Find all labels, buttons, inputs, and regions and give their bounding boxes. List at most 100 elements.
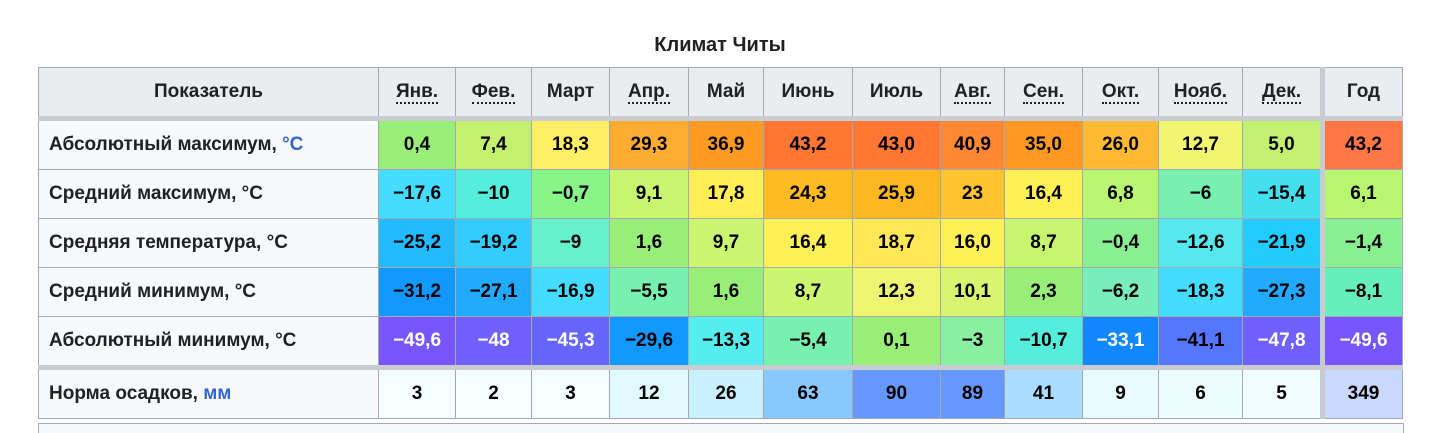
- value-cell: 8,7: [1004, 218, 1083, 268]
- value-cell: 9,7: [688, 218, 764, 268]
- value-cell: 17,8: [688, 169, 764, 219]
- value-cell: −45,3: [531, 316, 610, 368]
- month-abbr[interactable]: Фев.: [471, 81, 516, 104]
- value-cell: 6,8: [1082, 169, 1159, 219]
- value-cell: 35,0: [1004, 116, 1083, 170]
- value-cell: 16,4: [763, 218, 853, 268]
- value-cell: 1,6: [609, 218, 689, 268]
- value-cell: −3: [940, 316, 1005, 368]
- value-cell: 90: [852, 365, 941, 419]
- value-cell: 63: [763, 365, 853, 419]
- value-cell: 23: [940, 169, 1005, 219]
- row-label-text: Средний минимум, °C: [49, 281, 257, 302]
- row-label-text: Абсолютный минимум, °C: [49, 330, 297, 351]
- value-cell: 0,1: [852, 316, 941, 368]
- value-cell: −25,2: [378, 218, 456, 268]
- value-cell: 7,4: [455, 116, 532, 170]
- value-cell: 10,1: [940, 267, 1005, 317]
- value-cell: −9: [531, 218, 610, 268]
- row-label-text: Норма осадков,: [49, 383, 204, 404]
- header-cell: Май: [688, 67, 764, 119]
- value-cell: −33,1: [1082, 316, 1159, 368]
- row-label: Норма осадков, мм: [38, 365, 379, 419]
- value-cell: 26: [688, 365, 764, 419]
- value-cell: −48: [455, 316, 532, 368]
- value-cell: 3: [531, 365, 610, 419]
- value-cell: 12,7: [1158, 116, 1243, 170]
- value-cell: −5,5: [609, 267, 689, 317]
- value-cell: 43,2: [1320, 116, 1403, 170]
- value-cell: −27,1: [455, 267, 532, 317]
- row-label-text: Абсолютный максимум,: [49, 134, 283, 155]
- month-abbr[interactable]: Дек.: [1261, 81, 1302, 104]
- value-cell: −16,9: [531, 267, 610, 317]
- header-cell: Окт.: [1082, 67, 1159, 119]
- value-cell: 12,3: [852, 267, 941, 317]
- table-footer: [38, 423, 1404, 433]
- header-cell: Июнь: [763, 67, 853, 119]
- unit-link[interactable]: мм: [203, 383, 232, 404]
- value-cell: 29,3: [609, 116, 689, 170]
- value-cell: 16,0: [940, 218, 1005, 268]
- header-cell: Авг.: [940, 67, 1005, 119]
- value-cell: 26,0: [1082, 116, 1159, 170]
- value-cell: 349: [1320, 365, 1403, 419]
- header-cell: Апр.: [609, 67, 689, 119]
- month-abbr[interactable]: Сен.: [1022, 81, 1065, 104]
- value-cell: −27,3: [1242, 267, 1323, 317]
- value-cell: 24,3: [763, 169, 853, 219]
- value-cell: 40,9: [940, 116, 1005, 170]
- value-cell: 43,2: [763, 116, 853, 170]
- value-cell: −10: [455, 169, 532, 219]
- value-cell: 5: [1242, 365, 1323, 419]
- month-abbr[interactable]: Авг.: [954, 81, 991, 104]
- value-cell: −12,6: [1158, 218, 1243, 268]
- value-cell: 3: [378, 365, 456, 419]
- month-abbr[interactable]: Нояб.: [1173, 81, 1228, 104]
- month-abbr[interactable]: Янв.: [395, 81, 439, 104]
- value-cell: −15,4: [1242, 169, 1323, 219]
- header-row: Показатель Янв. Фев. Март Апр. Май Июнь Июль Авг…: [38, 67, 1403, 119]
- header-cell: Сен.: [1004, 67, 1083, 119]
- row-label: Средний максимум, °C: [38, 169, 379, 219]
- value-cell: 16,4: [1004, 169, 1083, 219]
- header-text: Март: [546, 81, 595, 102]
- value-cell: −49,6: [378, 316, 456, 368]
- value-cell: 25,9: [852, 169, 941, 219]
- value-cell: 6: [1158, 365, 1243, 419]
- row-label: Средний минимум, °C: [38, 267, 379, 317]
- header-text: Май: [706, 81, 746, 102]
- header-cell: Показатель: [38, 67, 379, 119]
- header-cell: Год: [1320, 67, 1403, 119]
- row-label: Абсолютный максимум, °C: [38, 116, 379, 170]
- value-cell: −47,8: [1242, 316, 1323, 368]
- month-abbr[interactable]: Апр.: [627, 81, 671, 104]
- value-cell: −0,4: [1082, 218, 1159, 268]
- value-cell: 9: [1082, 365, 1159, 419]
- row-label-text: Средний максимум, °C: [49, 183, 264, 204]
- header-cell: Янв.: [378, 67, 456, 119]
- value-cell: 18,3: [531, 116, 610, 170]
- value-cell: 9,1: [609, 169, 689, 219]
- value-cell: −1,4: [1320, 218, 1403, 268]
- data-row: Средний минимум, °C −31,2 −27,1 −16,9 −5,5 1,…: [38, 267, 1403, 317]
- value-cell: −0,7: [531, 169, 610, 219]
- row-label: Средняя температура, °C: [38, 218, 379, 268]
- header-text: Июль: [869, 81, 924, 102]
- value-cell: 0,4: [378, 116, 456, 170]
- value-cell: 12: [609, 365, 689, 419]
- value-cell: −5,4: [763, 316, 853, 368]
- climate-table: Показатель Янв. Фев. Март Апр. Май Июнь Июль Авг…: [38, 67, 1403, 419]
- value-cell: −29,6: [609, 316, 689, 368]
- value-cell: 41: [1004, 365, 1083, 419]
- month-abbr[interactable]: Окт.: [1101, 81, 1140, 104]
- value-cell: −49,6: [1320, 316, 1403, 368]
- unit-link[interactable]: °C: [282, 134, 304, 155]
- value-cell: −31,2: [378, 267, 456, 317]
- value-cell: 8,7: [763, 267, 853, 317]
- value-cell: −18,3: [1158, 267, 1243, 317]
- header-text: Показатель: [154, 81, 263, 102]
- value-cell: 1,6: [688, 267, 764, 317]
- value-cell: 36,9: [688, 116, 764, 170]
